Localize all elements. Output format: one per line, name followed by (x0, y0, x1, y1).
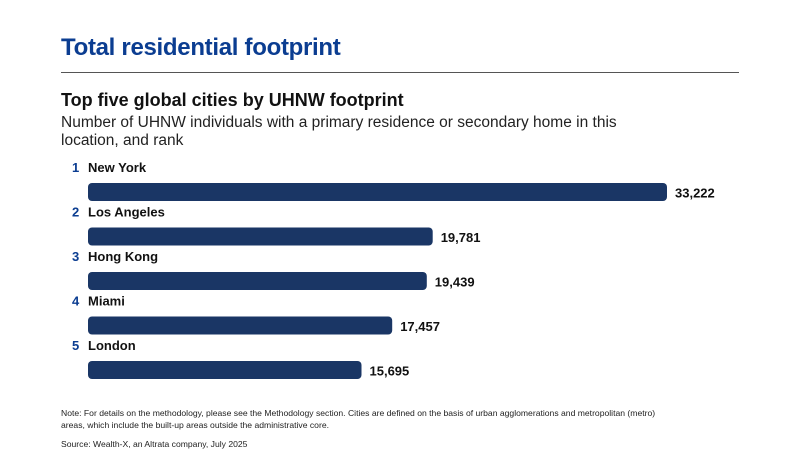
city-label-new-york: New York (88, 160, 147, 175)
rank-label-hong-kong: 3 (72, 249, 79, 264)
methodology-note: Note: For details on the methodology, pl… (61, 408, 656, 430)
bar-hong-kong (88, 272, 427, 290)
city-label-hong-kong: Hong Kong (88, 249, 158, 264)
bar-london (88, 361, 362, 379)
chart-subtitle: Top five global cities by UHNW footprint (61, 90, 404, 110)
city-label-london: London (88, 338, 136, 353)
chart-description: Number of UHNW individuals with a primar… (61, 114, 617, 149)
bar-new-york (88, 183, 667, 201)
value-label-los-angeles: 19,781 (441, 230, 481, 245)
chart-title: Total residential footprint (61, 34, 341, 61)
source-text: Source: Wealth-X, an Altrata company, Ju… (61, 439, 248, 449)
value-label-miami: 17,457 (400, 319, 440, 334)
bar-los-angeles (88, 227, 433, 246)
bar-miami (88, 316, 393, 335)
city-label-miami: Miami (88, 294, 125, 309)
value-label-new-york: 33,222 (675, 186, 715, 201)
value-label-london: 15,695 (370, 364, 410, 379)
rank-label-los-angeles: 2 (72, 205, 79, 220)
title-divider (61, 72, 739, 73)
value-label-hong-kong: 19,439 (435, 275, 475, 290)
rank-label-new-york: 1 (72, 160, 79, 175)
rank-label-london: 5 (72, 338, 79, 353)
city-label-los-angeles: Los Angeles (88, 205, 165, 220)
rank-label-miami: 4 (72, 294, 80, 309)
